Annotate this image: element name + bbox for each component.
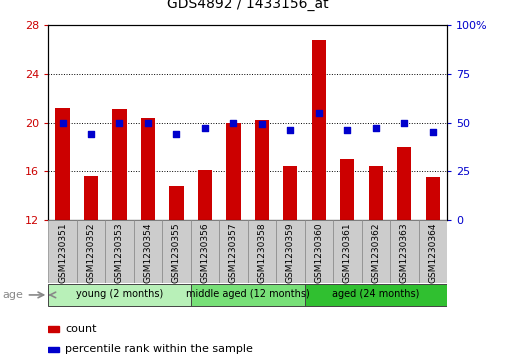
Point (429, 129, 437, 135)
Text: age: age (3, 290, 23, 300)
Text: GSM1230358: GSM1230358 (258, 223, 266, 284)
Text: GSM1230361: GSM1230361 (343, 223, 352, 284)
Bar (48, 326, 59, 332)
Bar (312, 40, 326, 220)
Bar (77, 220, 105, 283)
Text: aged (24 months): aged (24 months) (332, 289, 420, 299)
Text: GSM1230360: GSM1230360 (314, 223, 324, 284)
Text: percentile rank within the sample: percentile rank within the sample (65, 344, 253, 354)
Bar (390, 220, 419, 283)
Point (343, 127, 352, 133)
Bar (190, 220, 219, 283)
Point (201, 126, 209, 131)
Bar (276, 220, 305, 283)
Bar (333, 220, 362, 283)
Bar (198, 170, 212, 220)
Bar (112, 109, 126, 220)
Bar (362, 220, 390, 283)
Bar (426, 177, 440, 220)
Bar (369, 166, 383, 220)
Text: GSM1230351: GSM1230351 (58, 223, 67, 284)
Text: young (2 months): young (2 months) (76, 289, 163, 299)
Bar (397, 147, 411, 220)
Bar (48, 220, 77, 283)
Point (87, 131, 95, 137)
Text: GDS4892 / 1433156_at: GDS4892 / 1433156_at (167, 0, 329, 11)
Point (258, 122, 266, 127)
Bar (219, 220, 247, 283)
Point (172, 131, 180, 137)
Point (229, 119, 237, 125)
Bar (247, 220, 276, 283)
Text: GSM1230357: GSM1230357 (229, 223, 238, 284)
Point (287, 127, 295, 133)
Point (315, 110, 323, 116)
Bar (169, 185, 183, 220)
Bar (305, 284, 447, 306)
Bar (105, 220, 134, 283)
Text: GSM1230363: GSM1230363 (400, 223, 409, 284)
Bar (141, 118, 155, 220)
Point (58, 119, 67, 125)
Text: GSM1230359: GSM1230359 (286, 223, 295, 284)
Bar (84, 176, 98, 220)
Point (400, 119, 408, 125)
Text: count: count (65, 324, 97, 334)
Text: GSM1230352: GSM1230352 (86, 223, 96, 283)
Text: GSM1230354: GSM1230354 (143, 223, 152, 283)
Text: GSM1230355: GSM1230355 (172, 223, 181, 284)
Bar (226, 122, 240, 220)
Bar (162, 220, 190, 283)
Text: GSM1230362: GSM1230362 (371, 223, 380, 283)
Bar (134, 220, 162, 283)
Bar (55, 108, 70, 220)
Bar (305, 220, 333, 283)
Bar (255, 120, 269, 220)
Text: GSM1230364: GSM1230364 (428, 223, 437, 283)
Text: GSM1230353: GSM1230353 (115, 223, 124, 284)
Bar (48, 284, 190, 306)
Point (144, 119, 152, 125)
Bar (48, 347, 59, 352)
Text: GSM1230356: GSM1230356 (201, 223, 209, 284)
Point (115, 119, 123, 125)
Bar (340, 159, 355, 220)
Bar (190, 284, 305, 306)
Point (372, 126, 380, 131)
Bar (283, 166, 298, 220)
Text: middle aged (12 months): middle aged (12 months) (186, 289, 309, 299)
Bar (419, 220, 447, 283)
